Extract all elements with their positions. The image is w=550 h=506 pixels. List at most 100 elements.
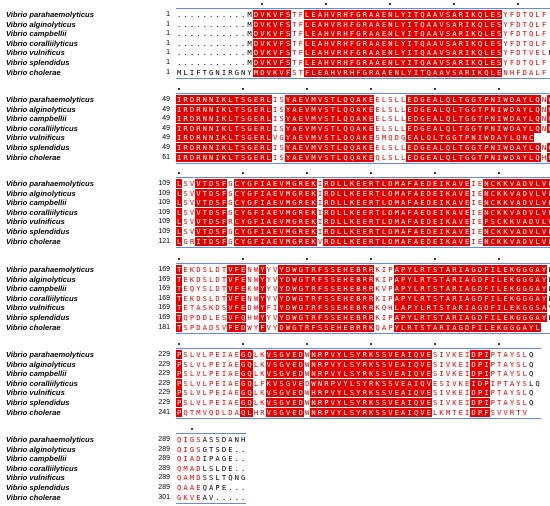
residue: D [188, 104, 196, 114]
residue: E [535, 48, 540, 58]
residue: C [547, 143, 550, 152]
residue: W [291, 274, 298, 284]
residue: V [387, 369, 394, 379]
alignment-row: Vibrio campbellii 169 T E Q Y S L D T V F E K W Y Y V Y D W G… [0, 284, 550, 294]
residue: K [189, 293, 195, 303]
residue: E [432, 227, 439, 236]
alignment-row: Vibrio alginolyticus 169 T E K D S L D T V F E N W Y Y V Y… [0, 274, 550, 284]
residue: E [304, 236, 311, 246]
start-position: 229 [158, 370, 170, 378]
residue: L [393, 29, 400, 39]
start-position: 301 [158, 493, 170, 501]
alignment-block: Vibrio parahaemolyticus 49 I R D R N N I K L T S G E R L… [0, 88, 550, 166]
residue: V [195, 188, 202, 198]
residue: S [380, 378, 388, 388]
residue: K [368, 398, 375, 407]
species-name: Vibrio campbellii [6, 114, 67, 124]
residue: L [522, 359, 527, 369]
species-name: Vibrio campbellii [6, 454, 67, 464]
residue: S [388, 143, 393, 152]
residue: A [400, 207, 407, 217]
residue: E [215, 388, 220, 398]
residue: . [221, 10, 227, 19]
residue: F [316, 284, 324, 294]
residue: Q [529, 38, 534, 48]
residue: E [348, 265, 356, 274]
residue: M [310, 104, 317, 114]
residue: M [381, 133, 387, 143]
residue: I [465, 359, 470, 369]
species-name: Vibrio vulnificus [6, 388, 65, 398]
residue: Q [425, 67, 432, 77]
residue: I [465, 350, 470, 359]
residue: I [457, 313, 464, 322]
residue: K [368, 322, 375, 332]
residue: V [316, 123, 324, 133]
residue: S [323, 143, 330, 152]
residue: R [457, 48, 464, 58]
residue: E [361, 179, 368, 188]
residue: F [278, 10, 285, 19]
residue: K [265, 48, 272, 58]
start-position: 169 [158, 275, 170, 283]
residue: A [316, 38, 324, 48]
residue: K [368, 388, 375, 398]
residue: L [381, 152, 387, 162]
residue: Q [240, 407, 247, 417]
residue: K [265, 29, 272, 39]
residue: A [432, 322, 439, 332]
residue: S [323, 114, 330, 124]
residue: M [247, 29, 252, 39]
residue: R [368, 227, 375, 236]
position-marker-dot [242, 343, 244, 345]
residue: E [375, 95, 380, 104]
residue: H [342, 303, 349, 313]
residue: R [195, 123, 202, 133]
residue: L [394, 104, 399, 114]
residue: L [304, 38, 311, 48]
residue: D [476, 274, 484, 284]
residue: Y [266, 284, 271, 294]
residue: N [201, 95, 208, 104]
species-name: Vibrio parahaemolyticus [6, 10, 94, 19]
residue: K [452, 369, 457, 379]
residue: S [432, 313, 439, 322]
residue: L [394, 95, 399, 104]
residue: I [471, 217, 476, 227]
residue: E [252, 114, 260, 124]
residue: D [209, 322, 214, 332]
residue: L [522, 350, 527, 359]
residue: Y [400, 10, 407, 19]
residue: I [176, 95, 183, 104]
residue: I [457, 293, 464, 303]
residue: . [177, 48, 182, 58]
residue: E [502, 274, 509, 284]
residue: F [278, 48, 285, 58]
residue: D [329, 207, 336, 217]
residue: S [348, 398, 356, 407]
residue: V [425, 378, 432, 388]
residue: N [541, 104, 547, 114]
residue: Q [483, 67, 490, 77]
residue: Q [246, 378, 253, 388]
start-position: 289 [158, 445, 170, 453]
residue: Q [240, 313, 247, 322]
residue: A [265, 217, 272, 227]
residue: S [323, 274, 330, 284]
residue: R [368, 313, 375, 322]
residue: F [489, 303, 496, 313]
residue: L [380, 217, 388, 227]
residue: K [361, 123, 368, 133]
residue: A [202, 322, 207, 332]
residue: N [489, 123, 496, 133]
start-position: 109 [158, 208, 170, 216]
residue: K [260, 398, 265, 407]
residue: Q [183, 407, 188, 417]
residue: S [380, 388, 388, 398]
residue: A [451, 322, 458, 332]
residue: A [412, 207, 420, 217]
residue: P [176, 407, 183, 417]
residue: A [316, 58, 324, 67]
residue: Q [529, 29, 534, 39]
residue: Y [196, 284, 201, 294]
